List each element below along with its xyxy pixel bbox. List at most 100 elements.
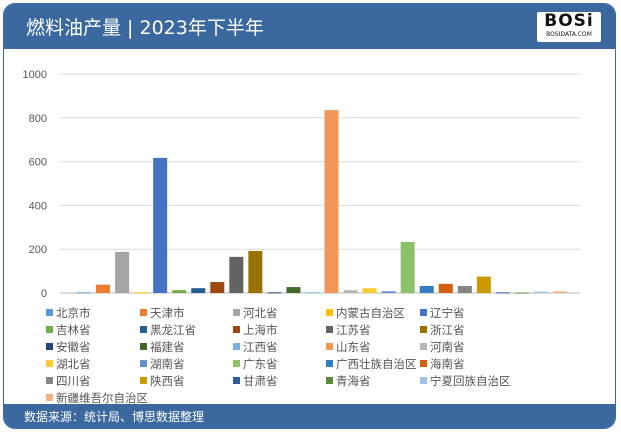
legend-label: 安徽省 (56, 340, 91, 354)
legend-item: 新疆维吾尔自治区 (46, 390, 148, 406)
legend-swatch (46, 309, 53, 316)
legend-label: 福建省 (150, 340, 185, 354)
y-tick-label: 800 (29, 113, 47, 125)
legend-label: 辽宁省 (430, 306, 465, 320)
legend-label: 宁夏回族自治区 (430, 374, 511, 388)
bar-25 (533, 291, 548, 293)
legend-item: 内蒙古自治区 (326, 305, 405, 321)
legend-item: 河北省 (233, 305, 278, 321)
legend-swatch (420, 326, 427, 333)
legend-item: 吉林省 (46, 322, 91, 338)
bar-13 (305, 292, 320, 294)
bar-21 (457, 285, 472, 293)
legend-label: 江西省 (243, 340, 278, 354)
legend-swatch (420, 343, 427, 350)
legend-label: 青海省 (336, 374, 371, 388)
bar-5 (153, 157, 168, 293)
legend-swatch (326, 326, 333, 333)
legend-label: 四川省 (56, 374, 91, 388)
legend-swatch (233, 360, 240, 367)
legend-label: 山东省 (336, 340, 371, 354)
legend-swatch (46, 360, 53, 367)
legend-item: 上海市 (233, 322, 278, 338)
legend-label: 天津市 (150, 306, 185, 320)
legend-label: 陕西省 (150, 374, 185, 388)
legend-label: 吉林省 (56, 323, 91, 337)
y-tick-label: 1000 (23, 69, 47, 81)
legend-item: 安徽省 (46, 339, 91, 355)
legend-swatch (233, 309, 240, 316)
legend-item: 湖南省 (140, 356, 185, 372)
legend-item: 浙江省 (420, 322, 465, 338)
bar-chart: 0 200 400 600 800 1000 (23, 69, 580, 300)
bar-20 (438, 283, 453, 293)
legend-label: 新疆维吾尔自治区 (56, 391, 148, 405)
legend-label: 北京市 (56, 306, 91, 320)
bar-8 (210, 282, 225, 293)
chart-title: 燃料油产量 | 2023年下半年 (26, 17, 264, 39)
legend-swatch (46, 377, 53, 384)
bar-17 (381, 291, 396, 293)
legend-item: 江西省 (233, 339, 278, 355)
bosi-logo: BOSi BOSIDATA.COM (537, 12, 601, 42)
legend-item: 广东省 (233, 356, 278, 372)
bar-10 (248, 250, 263, 293)
legend-swatch (233, 343, 240, 350)
bar-26 (553, 291, 567, 293)
legend-swatch (46, 394, 53, 401)
legend-swatch (420, 377, 427, 384)
bar-2 (96, 284, 111, 293)
legend-label: 河南省 (430, 340, 465, 354)
bar-23 (495, 292, 510, 294)
legend-swatch (326, 360, 333, 367)
legend-swatch (140, 377, 147, 384)
legend-label: 上海市 (243, 323, 278, 337)
bar-22 (476, 276, 491, 293)
legend-item: 黑龙江省 (140, 322, 196, 338)
legend-swatch (420, 309, 427, 316)
bar-7 (191, 288, 206, 293)
legend-swatch (140, 343, 147, 350)
legend-swatch (233, 377, 240, 384)
legend-label: 江苏省 (336, 323, 371, 337)
legend-label: 黑龙江省 (150, 323, 196, 337)
legend-label: 河北省 (243, 306, 278, 320)
legend-item: 广西壮族自治区 (326, 356, 417, 372)
legend-label: 海南省 (430, 357, 465, 371)
y-tick-label: 200 (29, 244, 47, 256)
legend-item: 北京市 (46, 305, 91, 321)
legend-label: 甘肃省 (243, 374, 278, 388)
legend-swatch (326, 343, 333, 350)
header-bar: 燃料油产量 | 2023年下半年 BOSi BOSIDATA.COM (4, 4, 615, 49)
legend-item: 山东省 (326, 339, 371, 355)
legend-item: 河南省 (420, 339, 465, 355)
bar-15 (343, 290, 358, 293)
logo-text: BOSi (544, 11, 594, 31)
legend-item: 四川省 (46, 373, 91, 389)
bar-19 (419, 285, 434, 293)
legend-swatch (46, 343, 53, 350)
footer-bar: 数据来源：统计局、博思数据整理 (4, 404, 615, 428)
legend-swatch (326, 309, 333, 316)
legend-item: 湖北省 (46, 356, 91, 372)
y-tick-label: 600 (29, 157, 47, 169)
legend-label: 广西壮族自治区 (336, 357, 417, 371)
bar-11 (267, 292, 282, 294)
legend-swatch (140, 360, 147, 367)
legend-swatch (140, 326, 147, 333)
bar-6 (172, 290, 187, 293)
legend-item: 天津市 (140, 305, 185, 321)
legend-item: 福建省 (140, 339, 185, 355)
legend-label: 内蒙古自治区 (336, 306, 405, 320)
bar-24 (514, 292, 529, 294)
bar-9 (229, 256, 244, 293)
legend-swatch (420, 360, 427, 367)
legend-swatch (233, 326, 240, 333)
legend-item: 江苏省 (326, 322, 371, 338)
legend-item: 青海省 (326, 373, 371, 389)
legend-swatch (140, 309, 147, 316)
y-tick-label: 400 (29, 200, 47, 212)
legend-item: 甘肃省 (233, 373, 278, 389)
legend-swatch (46, 326, 53, 333)
legend-label: 广东省 (243, 357, 278, 371)
